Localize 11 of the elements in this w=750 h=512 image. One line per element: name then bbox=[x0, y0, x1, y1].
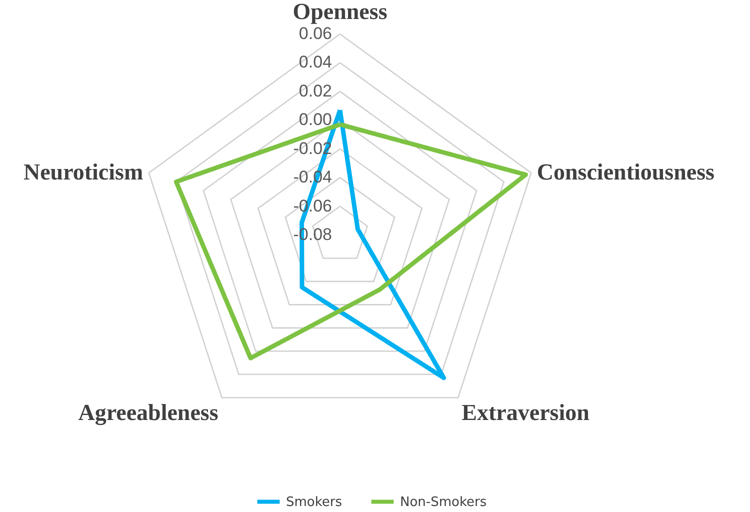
spoke-label: Extraversion bbox=[462, 400, 590, 425]
spoke-label: Openness bbox=[292, 0, 388, 24]
y-tick-label: 0.04 bbox=[298, 52, 332, 72]
legend-label: Non-Smokers bbox=[400, 494, 487, 510]
y-tick-label: 0.06 bbox=[298, 24, 332, 43]
spoke-label: Conscientiousness bbox=[536, 160, 715, 185]
y-tick-label: 0.02 bbox=[298, 81, 332, 100]
legend-label: Smokers bbox=[286, 494, 342, 510]
spoke-label: Neuroticism bbox=[23, 160, 144, 185]
spoke-label: Agreeableness bbox=[78, 400, 218, 426]
y-tick-label: 0.00 bbox=[298, 110, 332, 130]
